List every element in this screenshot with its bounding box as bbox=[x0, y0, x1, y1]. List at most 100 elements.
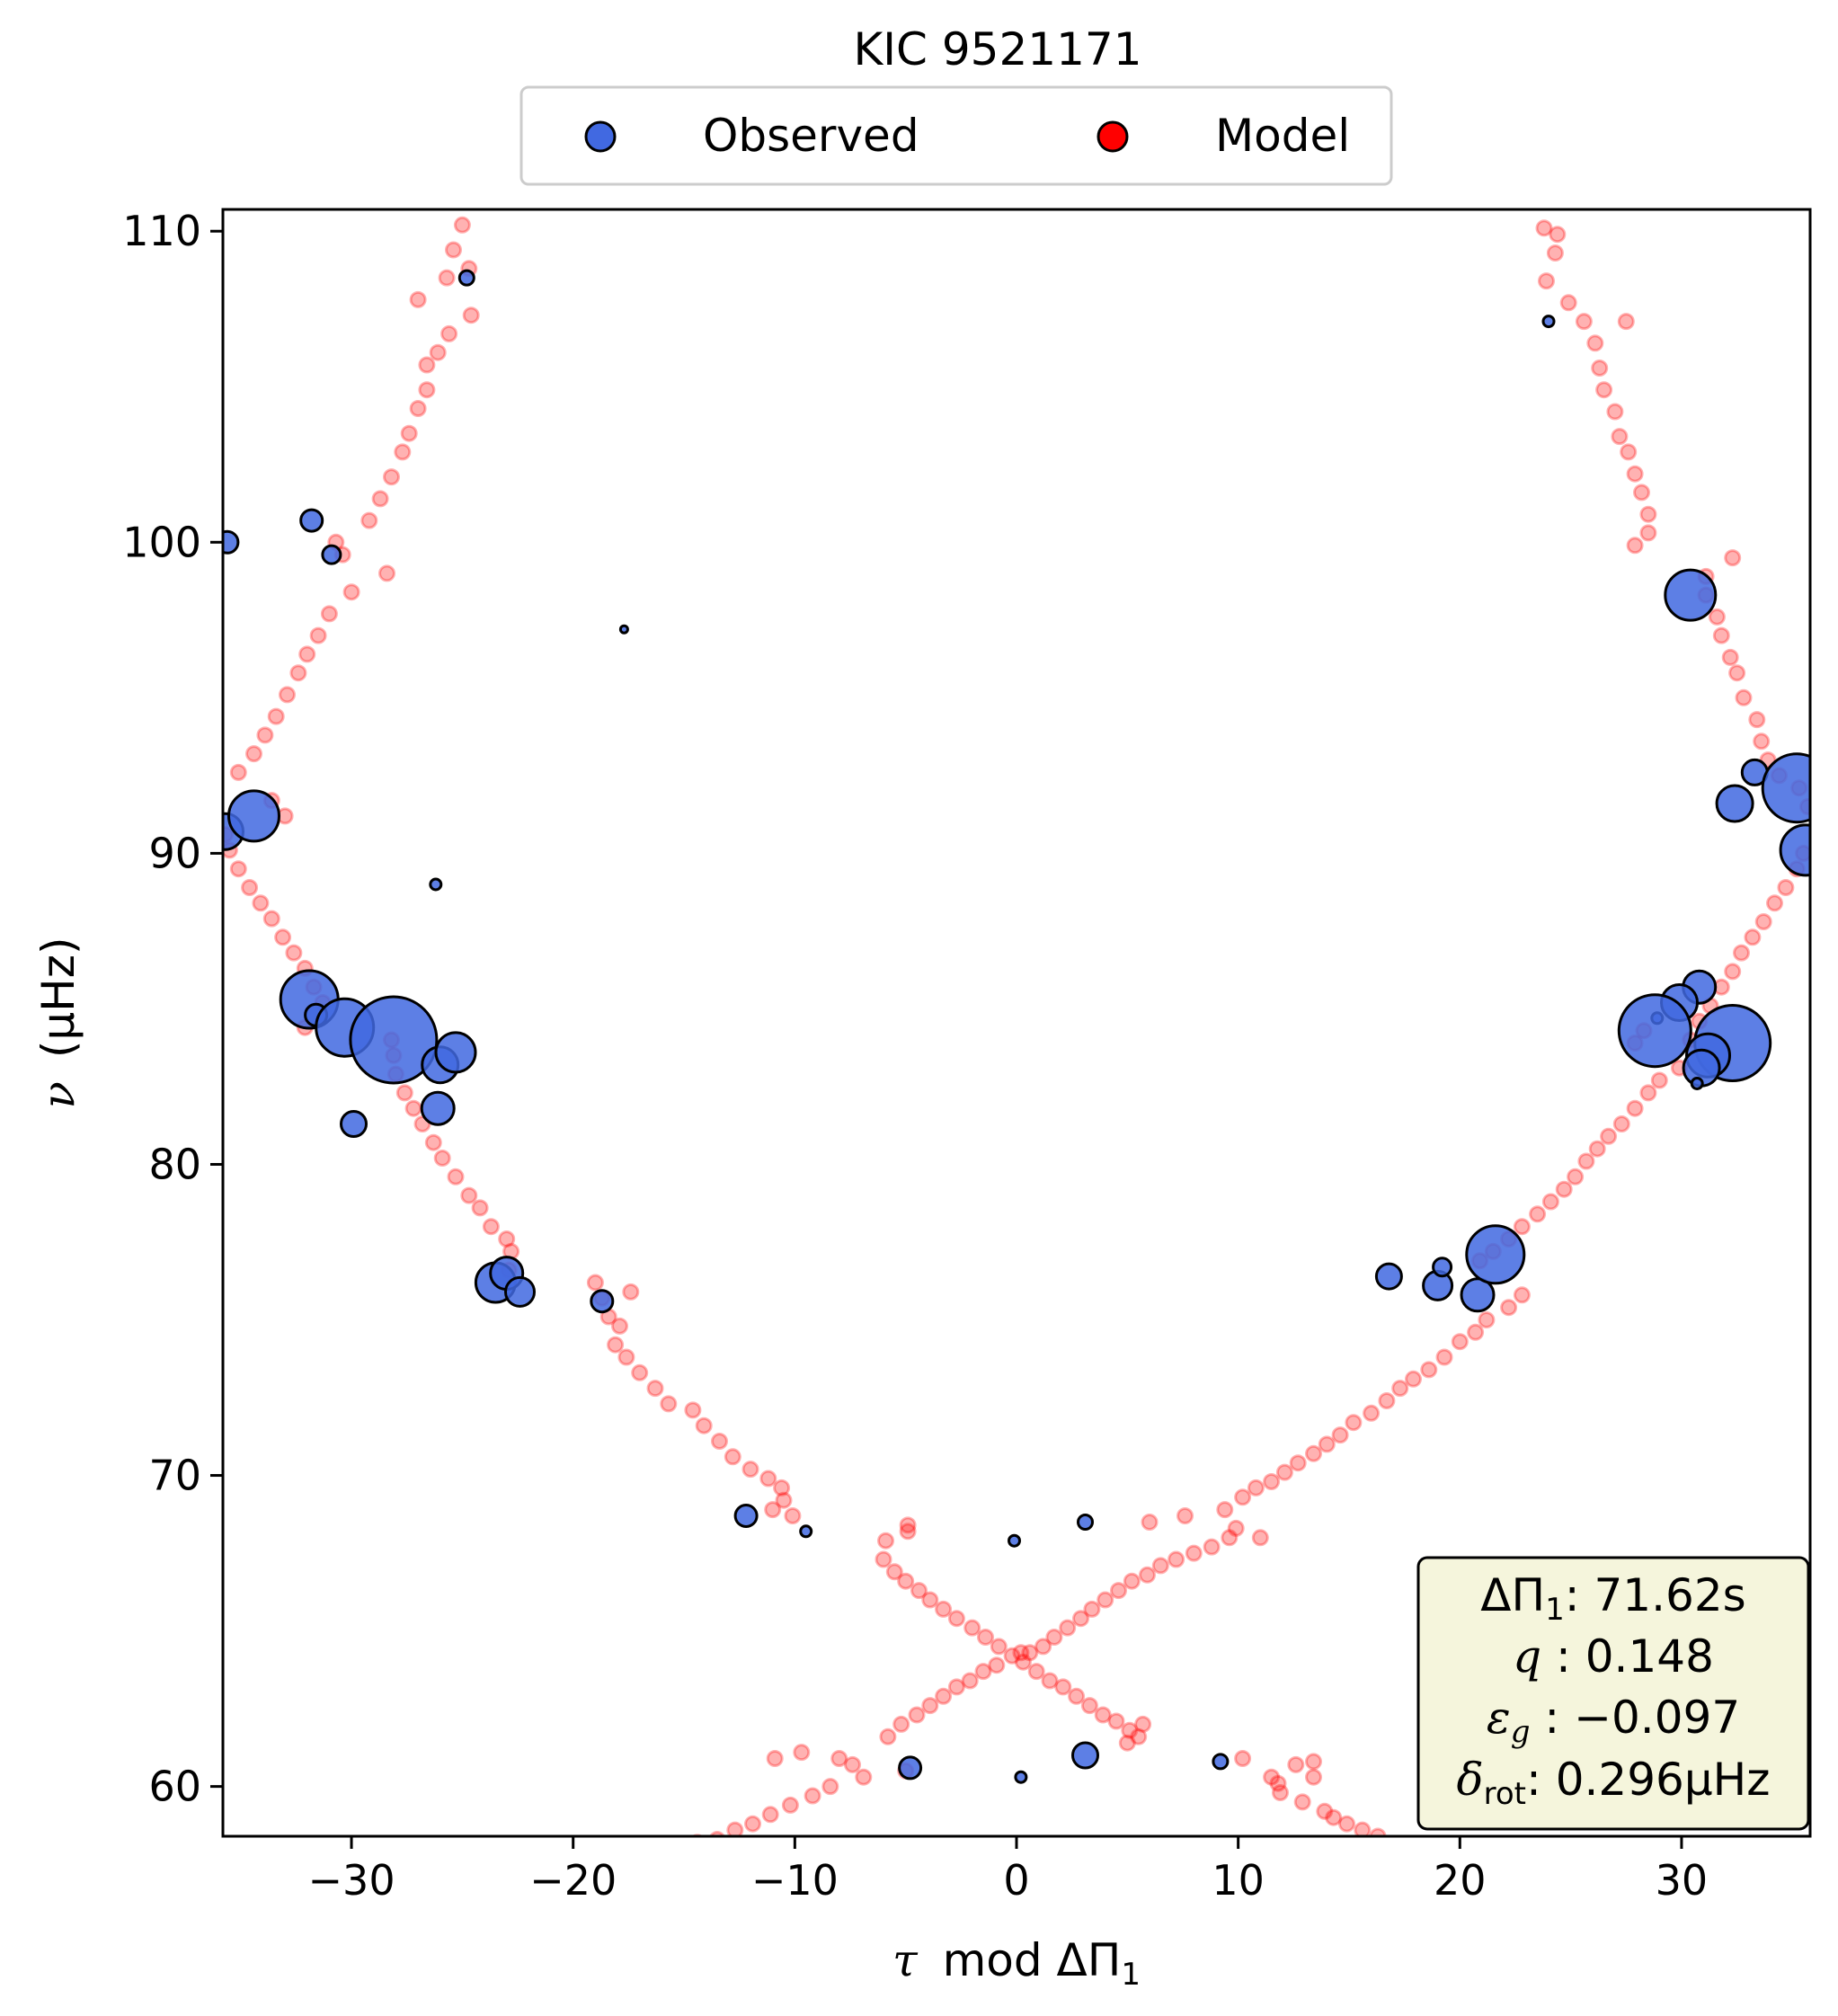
model-point bbox=[935, 1600, 953, 1618]
model-point bbox=[1639, 1084, 1657, 1102]
x-axis-label-text: mod ΔΠ bbox=[943, 1934, 1122, 1986]
observed-point bbox=[618, 624, 629, 635]
model-point bbox=[1318, 1435, 1336, 1453]
model-point bbox=[1045, 1629, 1063, 1646]
model-point bbox=[1305, 1768, 1322, 1786]
model-point bbox=[1227, 1519, 1245, 1537]
model-point bbox=[1123, 1572, 1141, 1590]
model-point bbox=[1559, 294, 1577, 312]
model-point bbox=[784, 1507, 802, 1524]
model-point bbox=[229, 763, 247, 781]
model-point bbox=[1541, 1193, 1559, 1211]
model-point bbox=[1538, 272, 1555, 290]
model-point bbox=[1068, 1687, 1086, 1705]
model-point bbox=[897, 1572, 915, 1590]
model-point bbox=[875, 1550, 892, 1568]
model-point bbox=[245, 745, 262, 763]
model-point bbox=[1003, 1647, 1021, 1665]
model-point bbox=[433, 1150, 451, 1167]
model-point bbox=[1467, 1323, 1485, 1341]
legend-marker-observed bbox=[584, 120, 617, 153]
model-point bbox=[899, 1523, 917, 1541]
model-point bbox=[977, 1629, 994, 1646]
model-point bbox=[424, 1133, 442, 1151]
y-tick-label: 80 bbox=[148, 1140, 201, 1188]
model-point bbox=[1600, 1127, 1618, 1145]
model-point bbox=[1549, 226, 1567, 244]
model-point bbox=[274, 928, 292, 946]
model-point bbox=[1626, 537, 1644, 555]
model-point bbox=[1021, 1644, 1039, 1662]
model-point bbox=[429, 343, 447, 361]
model-point bbox=[1083, 1600, 1101, 1618]
model-point bbox=[1139, 1566, 1156, 1584]
model-point bbox=[1712, 626, 1730, 644]
model-point bbox=[1567, 1168, 1585, 1186]
legend-label-observed: Observed bbox=[703, 110, 919, 162]
model-point bbox=[963, 1619, 981, 1637]
model-point bbox=[1203, 1538, 1221, 1556]
x-axis-label-subscript: 1 bbox=[1121, 1957, 1141, 1993]
model-point bbox=[646, 1380, 664, 1398]
observed-point bbox=[227, 789, 280, 843]
model-point bbox=[990, 1638, 1008, 1656]
model-point bbox=[1027, 1663, 1045, 1681]
model-point bbox=[1345, 1414, 1363, 1432]
model-point bbox=[1744, 928, 1762, 946]
model-point bbox=[741, 1461, 759, 1479]
model-point bbox=[1513, 1218, 1531, 1236]
model-point bbox=[378, 564, 395, 582]
model-point bbox=[1588, 1140, 1606, 1158]
observed-point bbox=[733, 1504, 759, 1528]
observed-point bbox=[1779, 823, 1810, 877]
model-point bbox=[462, 306, 480, 324]
model-point bbox=[1059, 1619, 1077, 1637]
info-box: ΔΠ1: 71.62s q : 0.148 εg : −0.097 δrot: … bbox=[1416, 1556, 1810, 1831]
model-point bbox=[409, 290, 427, 308]
y-tick-label: 70 bbox=[148, 1452, 201, 1500]
model-point bbox=[1221, 1529, 1239, 1547]
model-point bbox=[1535, 219, 1553, 237]
model-point bbox=[1263, 1768, 1281, 1786]
model-point bbox=[1331, 1426, 1349, 1444]
model-point bbox=[695, 1417, 713, 1434]
info-delta-rot-symbol: δ bbox=[1456, 1754, 1483, 1806]
model-point bbox=[947, 1678, 965, 1696]
observed-point bbox=[1541, 315, 1556, 329]
observed-point bbox=[1071, 1741, 1099, 1770]
model-point bbox=[684, 1401, 702, 1419]
model-point bbox=[418, 356, 436, 374]
model-point bbox=[1176, 1507, 1194, 1524]
model-point bbox=[395, 1084, 413, 1102]
observed-point bbox=[223, 529, 240, 555]
model-point bbox=[744, 1815, 761, 1833]
model-point bbox=[908, 1706, 926, 1724]
model-point bbox=[1034, 1638, 1052, 1656]
legend-frame bbox=[519, 85, 1393, 186]
observed-point bbox=[1715, 784, 1754, 823]
info-delta-pi: ΔΠ1: 71.62s bbox=[1480, 1569, 1745, 1628]
info-delta-pi-value: : 71.62s bbox=[1565, 1569, 1746, 1621]
legend: Observed Model bbox=[519, 85, 1393, 186]
info-delta-pi-sub: 1 bbox=[1545, 1592, 1565, 1628]
y-tick-label: 110 bbox=[122, 207, 201, 255]
info-epsilon: εg : −0.097 bbox=[1487, 1692, 1740, 1750]
observed-point bbox=[1465, 1224, 1526, 1285]
model-point bbox=[404, 1099, 422, 1117]
model-point bbox=[1555, 1180, 1573, 1198]
model-point bbox=[498, 1230, 516, 1248]
model-point bbox=[1041, 1672, 1059, 1690]
model-point bbox=[1591, 360, 1609, 377]
model-point bbox=[1435, 1348, 1453, 1366]
model-point bbox=[1577, 1152, 1595, 1170]
model-point bbox=[988, 1656, 1006, 1674]
model-point bbox=[766, 1750, 784, 1767]
model-point bbox=[1378, 1392, 1396, 1409]
observed-point bbox=[1617, 993, 1692, 1069]
model-point bbox=[660, 1395, 678, 1413]
model-point bbox=[921, 1591, 939, 1609]
model-point bbox=[1118, 1734, 1136, 1752]
model-point bbox=[1094, 1706, 1112, 1724]
x-axis-label-symbol: τ bbox=[892, 1934, 919, 1986]
